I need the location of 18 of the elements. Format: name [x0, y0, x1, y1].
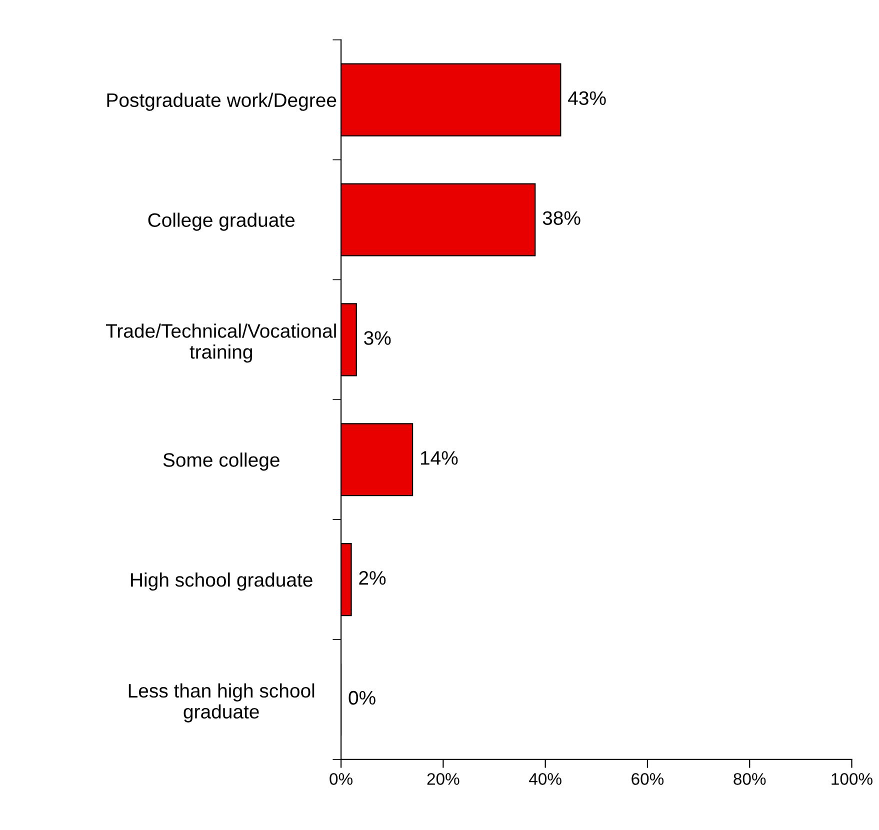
x-tick-label: 100% [832, 773, 872, 785]
y-tick-label: Some college [163, 452, 280, 471]
data-label: 2% [359, 571, 386, 585]
data-label: 3% [364, 331, 391, 345]
x-tick-label: 80% [734, 773, 766, 785]
data-label: 14% [420, 451, 458, 465]
y-tick-label: Postgraduate work/Degree [107, 92, 336, 111]
y-tick-label: College graduate [148, 212, 295, 231]
y-tick-label: Trade/Technical/Vocational training [106, 324, 336, 363]
data-label: 43% [568, 91, 606, 106]
x-tick-label: 60% [632, 773, 664, 785]
x-tick-label: 40% [529, 773, 562, 785]
x-tick-label: 20% [427, 773, 460, 785]
x-tick-label: 0% [330, 773, 353, 785]
data-label: 38% [542, 211, 580, 225]
y-tick-label: Less than high school graduate [128, 683, 314, 722]
data-label: 0% [348, 690, 376, 705]
y-tick-label: High school graduate [131, 572, 312, 591]
